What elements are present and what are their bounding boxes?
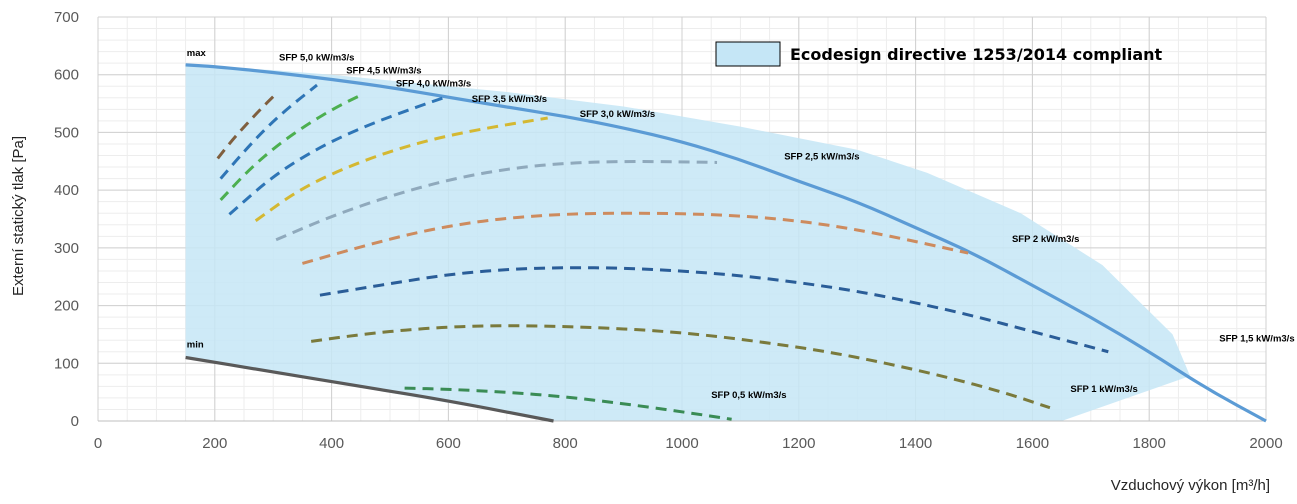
y-tick-label: 500 (54, 124, 79, 141)
compliant-region-layer (185, 64, 1191, 421)
x-tick-label: 1600 (1016, 435, 1049, 452)
x-tick-label: 1000 (665, 435, 698, 452)
x-tick-label: 1200 (782, 435, 815, 452)
x-tick-label: 400 (319, 435, 344, 452)
x-tick-label: 1800 (1133, 435, 1166, 452)
y-tick-label: 100 (54, 355, 79, 372)
series-line-sfp-0-5-kw-m3-s (404, 386, 732, 421)
legend: Ecodesign directive 1253/2014 compliant (715, 41, 1163, 67)
series-line-sfp-3-5-kw-m3-s (228, 94, 449, 216)
series-line-min (185, 355, 554, 423)
curve-label-max: max (187, 48, 207, 59)
series-line-sfp-3-0-kw-m3-s (254, 116, 548, 222)
series-line-sfp-4-0-kw-m3-s (219, 92, 365, 201)
curve-label-sfp-1-5-kw-m3-s: SFP 1,5 kW/m3/s (1219, 333, 1294, 344)
x-tick-label: 200 (202, 435, 227, 452)
y-tick-label: 400 (54, 182, 79, 199)
x-tick-label: 800 (553, 435, 578, 452)
x-axis-title: Vzduchový výkon [m³/h] (1111, 477, 1270, 494)
legend-label: Ecodesign directive 1253/2014 compliant (790, 45, 1163, 64)
series-line-sfp-4-5-kw-m3-s (219, 83, 318, 180)
curve-label-sfp-3-5-kw-m3-s: SFP 3,5 kW/m3/s (472, 94, 547, 105)
curve-label-sfp-2-kw-m3-s: SFP 2 kW/m3/s (1012, 234, 1079, 245)
y-axis-title: Externí statický tlak [Pa] (10, 136, 27, 296)
curve-label-sfp-4-0-kw-m3-s: SFP 4,0 kW/m3/s (396, 78, 471, 89)
curve-label-sfp-3-0-kw-m3-s: SFP 3,0 kW/m3/s (580, 109, 655, 120)
y-tick-label: 0 (71, 413, 79, 430)
curve-label-sfp-5-0-kw-m3-s: SFP 5,0 kW/m3/s (279, 52, 354, 63)
series-line-max (185, 63, 1267, 423)
series-line-sfp-1-5-kw-m3-s (319, 266, 1109, 354)
y-tick-label: 200 (54, 298, 79, 315)
x-tick-labels: 0 200 400 600 800 1000 1200 1400 1600 1800 2000 (94, 435, 1283, 452)
series-layer (185, 63, 1267, 423)
x-tick-label: 600 (436, 435, 461, 452)
y-tick-labels: 0 100 200 300 400 500 600 700 (54, 9, 79, 430)
curve-label-min: min (187, 340, 204, 351)
x-tick-label: 1400 (899, 435, 932, 452)
series-line-sfp-1-kw-m3-s (310, 324, 1051, 410)
compliant-region (185, 64, 1191, 421)
x-tick-label: 2000 (1249, 435, 1282, 452)
y-tick-label: 600 (54, 67, 79, 84)
y-tick-label: 300 (54, 240, 79, 257)
x-tick-label: 0 (94, 435, 102, 452)
curve-label-sfp-1-kw-m3-s: SFP 1 kW/m3/s (1070, 384, 1137, 395)
y-tick-label: 700 (54, 9, 79, 26)
series-line-sfp-5-0-kw-m3-s (216, 92, 278, 160)
curve-label-sfp-4-5-kw-m3-s: SFP 4,5 kW/m3/s (346, 66, 421, 77)
legend-swatch (715, 41, 781, 67)
curve-label-sfp-2-5-kw-m3-s: SFP 2,5 kW/m3/s (784, 152, 859, 163)
curve-label-sfp-0-5-kw-m3-s: SFP 0,5 kW/m3/s (711, 390, 786, 401)
